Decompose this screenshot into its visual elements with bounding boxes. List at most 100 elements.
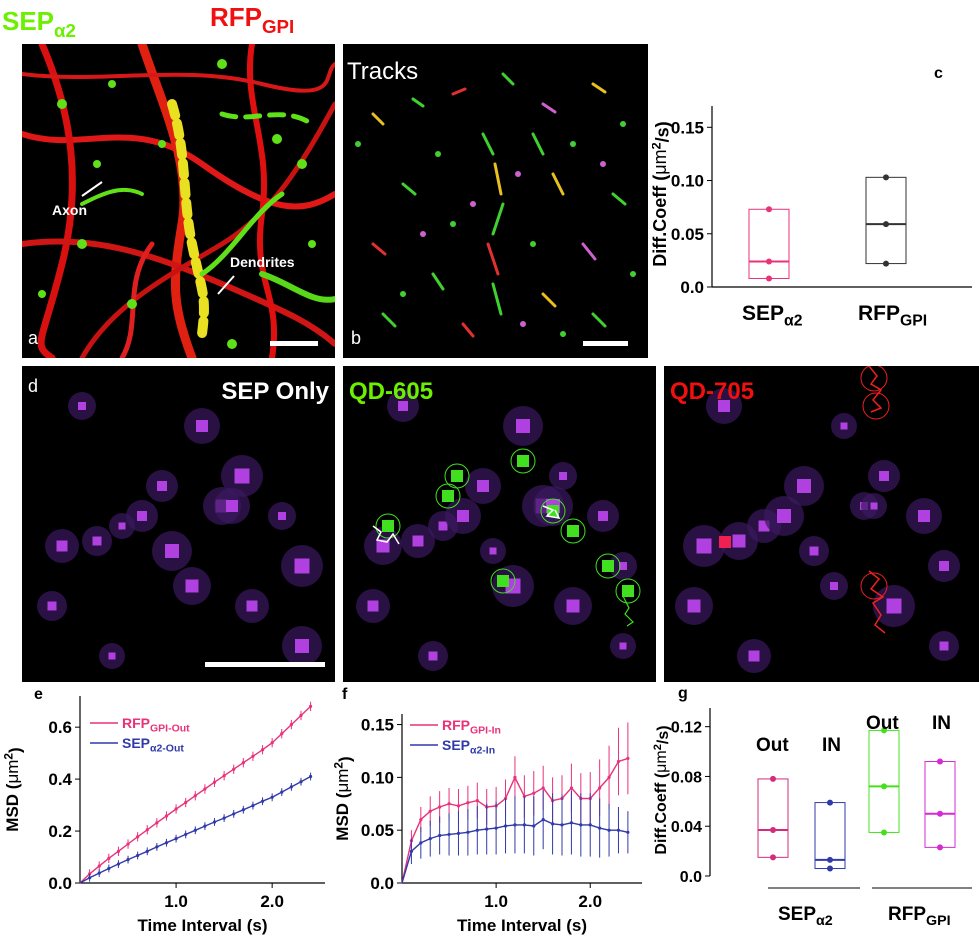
data-point [770, 854, 776, 861]
panel-letter-b: b [351, 328, 362, 348]
data-point [937, 810, 943, 817]
header-sep-text: SEP [2, 6, 55, 36]
box-label: IN [822, 735, 841, 756]
qd605-image [343, 366, 656, 682]
header-sep-label: SEPα2 [2, 6, 76, 41]
qd-spot [442, 490, 454, 502]
y-tick-label: 0.08 [671, 769, 702, 786]
receptor-spot [732, 534, 746, 548]
receptor-spot [505, 578, 521, 594]
dendrites-label: Dendrites [230, 254, 295, 270]
receptor-spot [489, 547, 497, 555]
y-tick-label: 0.05 [671, 225, 704, 244]
qd605-title: QD-605 [349, 378, 434, 405]
y-tick-label: 0.05 [361, 821, 394, 840]
qd-marker [860, 366, 888, 392]
qd-spot [517, 455, 529, 467]
qd-marker [435, 483, 461, 509]
receptor-spot [619, 562, 627, 570]
box [868, 729, 900, 833]
receptor-spot [886, 598, 902, 614]
scale-bar-b [583, 341, 628, 346]
receptor-spot [412, 535, 424, 547]
box [748, 208, 790, 279]
y-axis-label: MSD (μm2) [332, 756, 355, 840]
data-point [766, 258, 772, 265]
y-tick-label: 0.15 [671, 118, 704, 137]
x-label-rfp: RFPGPI [858, 302, 927, 330]
scale-bar-a [270, 341, 318, 346]
header-rfp-sub: GPI [262, 15, 295, 37]
y-tick-label: 0.0 [680, 278, 704, 297]
legend-label: RFPGPI-Out [122, 715, 190, 735]
qd-track [868, 570, 886, 634]
qd-marker [540, 498, 566, 524]
panel-letter: e [34, 686, 43, 703]
receptor-spot [376, 539, 390, 553]
receptor-spot [748, 650, 760, 662]
y-tick-label: 0.2 [48, 822, 72, 841]
tracks-image [355, 72, 636, 346]
data-point [883, 221, 889, 228]
x-axis-label: Time Interval (s) [137, 916, 267, 935]
qd-spot [602, 560, 614, 572]
qd-track [542, 505, 561, 519]
scale-bar-d [205, 662, 325, 667]
legend-label: SEPα2-In [442, 737, 495, 757]
box-label: Out [866, 713, 899, 734]
y-axis-label: Diff.Coeff (μm2/s) [652, 725, 672, 854]
y-tick-label: 0.0 [680, 869, 702, 886]
y-tick-label: 0.0 [370, 874, 394, 893]
data-point [881, 783, 887, 790]
receptor-spot [696, 538, 712, 554]
receptor-spot [196, 420, 208, 432]
data-point [766, 275, 772, 282]
qd-spot [451, 470, 463, 482]
receptor-spot [477, 480, 489, 492]
series-line [79, 705, 312, 884]
data-point [883, 174, 889, 181]
data-point [770, 826, 776, 833]
receptor-spot [78, 402, 86, 410]
receptor-spot [939, 641, 949, 651]
qd-marker [862, 392, 890, 420]
legend-label: SEPα2-Out [122, 735, 184, 755]
qd-spot [382, 520, 394, 532]
series-line [401, 818, 629, 884]
data-point [770, 775, 776, 782]
receptor-spot [687, 599, 701, 613]
y-tick-label: 0.12 [671, 720, 702, 737]
panel-letter-c: c [934, 65, 943, 82]
receptor-spot [234, 468, 250, 484]
panel-d-qd705: QD-705 [664, 366, 979, 682]
y-tick-label: 0.10 [361, 768, 394, 787]
receptor-spot [165, 544, 179, 558]
x-tick-label: 2.0 [578, 892, 602, 911]
x-axis-label: Time Interval (s) [457, 916, 587, 935]
y-tick-label: 0.10 [671, 172, 704, 191]
receptor-spot [246, 600, 258, 612]
receptor-spot [619, 642, 627, 650]
qd705-title: QD-705 [670, 378, 755, 405]
qd-marker [615, 578, 641, 604]
receptor-spot [777, 509, 791, 523]
panel-g-chart: 0.0 0.04 0.08 0.12 g Out IN Out IN SEPα2 RFPGPI Dif… [652, 686, 972, 929]
tracks-title: Tracks [347, 58, 419, 85]
sep-only-image [22, 366, 335, 682]
y-tick-label: 0.15 [361, 716, 394, 735]
header-rfp-text: RFP [210, 2, 262, 32]
legend-label: RFPGPI-In [442, 717, 501, 737]
receptor-spot [718, 400, 730, 412]
y-tick-label: 0.4 [48, 770, 72, 789]
group-label-sep: SEPα2 [778, 904, 833, 929]
y-axis-label: MSD (μm2) [2, 747, 25, 831]
axon-label: Axon [52, 202, 87, 218]
panel-d-sep-only: SEP Only d [22, 366, 335, 682]
receptor-spot [157, 481, 167, 491]
receptor-spot [438, 521, 448, 531]
panel-c-chart: 0.0 0.05 0.10 0.15 c SEPα2 RFPGPI Diff.Coeff (μ… [652, 65, 972, 330]
receptor-spot [137, 511, 147, 521]
data-point [827, 865, 833, 872]
receptor-spot [809, 546, 819, 556]
